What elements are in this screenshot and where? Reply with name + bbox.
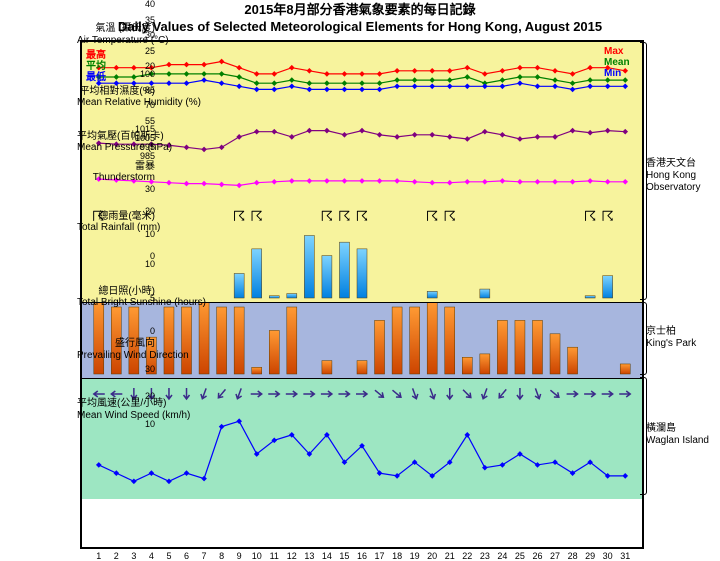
ylabel-pressure: 平均氣壓(百帕斯卡)Mean Pressure (hPa) (77, 131, 155, 154)
right-label: 香港天文台Hong Kong Observatory (646, 158, 720, 194)
ylabel-humidity: 平均相對濕度(%)Mean Relative Humidity (%) (77, 86, 155, 109)
svg-text:☈: ☈ (601, 202, 614, 227)
svg-text:☈: ☈ (250, 202, 263, 227)
x-tick: 8 (219, 551, 224, 561)
x-tick: 30 (603, 551, 613, 561)
title-zh: 2015年8月部分香港氣象要素的每日記錄 (244, 2, 475, 17)
x-tick: 11 (270, 551, 279, 561)
legend: 最低 (86, 68, 106, 83)
svg-text:☈: ☈ (426, 202, 439, 227)
panel-rain (82, 227, 642, 302)
svg-text:☈: ☈ (321, 202, 334, 227)
ytick: 30 (145, 184, 155, 194)
ytick: 40 (145, 0, 155, 9)
x-tick: 7 (202, 551, 207, 561)
svg-text:☈: ☈ (443, 202, 456, 227)
ylabel-thunder: 雷暴Thunderstorm (77, 161, 155, 184)
x-tick: 31 (620, 551, 630, 561)
ytick: 0 (150, 326, 155, 336)
x-tick: 13 (304, 551, 314, 561)
x-tick: 5 (166, 551, 171, 561)
x-tick: 20 (427, 551, 437, 561)
panel-thunder: ☈☈☈☈☈☈☈☈☈☈ (82, 202, 642, 227)
x-tick: 22 (462, 551, 472, 561)
panel-pressure (82, 167, 642, 202)
x-tick: 19 (410, 551, 420, 561)
x-tick: 10 (252, 551, 262, 561)
right-label: 橫瀾島Waglan Island (646, 423, 709, 447)
ylabel-winddir: 盛行風向Prevailing Wind Direction (77, 338, 155, 361)
x-tick: 24 (497, 551, 507, 561)
x-tick: 2 (114, 551, 119, 561)
x-tick: 12 (287, 551, 297, 561)
ylabel-sun: 總日照(小時)Total Bright Sunshine (hours) (77, 286, 155, 309)
svg-text:☈: ☈ (338, 202, 351, 227)
panel-windspd (82, 409, 642, 499)
panel-winddir (82, 378, 642, 409)
x-tick: 18 (392, 551, 402, 561)
svg-text:☈: ☈ (584, 202, 597, 227)
ylabel-temp: 氣溫 (攝氏度)Air Temperature (°C) (77, 23, 155, 46)
ytick: 30 (145, 364, 155, 374)
svg-text:☈: ☈ (356, 202, 369, 227)
chart-panels: ☈☈☈☈☈☈☈☈☈☈123456789101112131415161718192… (80, 40, 644, 549)
panel-sun (82, 302, 642, 378)
panel-humidity (82, 112, 642, 167)
x-tick: 6 (184, 551, 189, 561)
legend: Max (604, 46, 623, 57)
x-tick: 4 (149, 551, 154, 561)
x-tick: 1 (96, 551, 101, 561)
x-tick: 28 (568, 551, 578, 561)
ytick: 100 (140, 69, 155, 79)
x-tick: 29 (585, 551, 595, 561)
x-tick: 3 (131, 551, 136, 561)
legend: Min (604, 68, 621, 79)
x-tick: 14 (322, 551, 332, 561)
x-tick: 16 (357, 551, 367, 561)
ylabel-windspd: 平均風速(公里/小時)Mean Wind Speed (km/h) (77, 398, 155, 421)
legend: Mean (604, 57, 630, 68)
right-label: 京士柏King's Park (646, 326, 696, 350)
x-tick: 21 (445, 551, 455, 561)
ylabel-rain: 總雨量(毫米)Total Rainfall (mm) (77, 211, 155, 234)
x-tick: 23 (480, 551, 490, 561)
ytick: 25 (145, 46, 155, 56)
x-tick: 15 (339, 551, 349, 561)
ytick: 10 (145, 259, 155, 269)
x-tick: 27 (550, 551, 560, 561)
svg-text:☈: ☈ (233, 202, 246, 227)
x-tick: 9 (237, 551, 242, 561)
x-tick: 26 (532, 551, 542, 561)
x-tick: 25 (515, 551, 525, 561)
x-tick: 17 (375, 551, 385, 561)
